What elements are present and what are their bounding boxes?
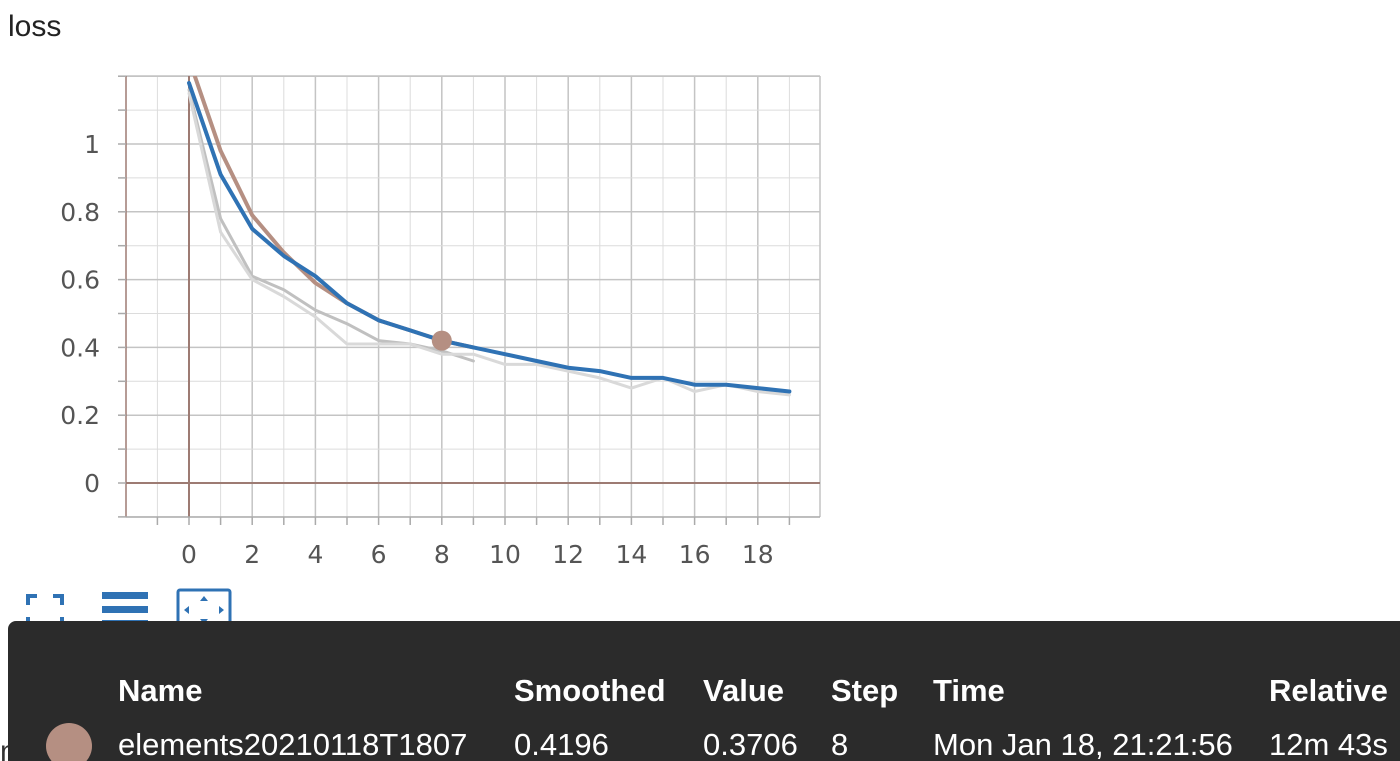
x-tick-label: 16	[679, 540, 711, 569]
series-line-1	[187, 91, 791, 397]
chart-tick-labels: 0 2 4 6 8 10 12 14 16 18 0 0.2 0.4 0.6 0.8 1	[60, 130, 773, 569]
chart-series	[187, 76, 792, 397]
series-line-2	[192, 76, 476, 350]
series-line-3	[187, 81, 792, 394]
y-tick-label: 0.4	[60, 333, 100, 362]
x-tick-label: 0	[181, 540, 197, 569]
y-tick-label: 0.8	[60, 198, 100, 227]
smoothed-value: 0.4196	[514, 727, 609, 761]
x-tick-label: 2	[244, 540, 260, 569]
y-tick-label: 1	[84, 130, 100, 159]
run-name: elements20210118T1807	[118, 727, 468, 761]
header-step: Step	[831, 673, 899, 708]
chart-highlight	[431, 330, 452, 351]
header-time: Time	[933, 673, 1005, 708]
y-tick-label: 0	[84, 469, 100, 498]
relative-value: 12m 43s	[1269, 727, 1388, 761]
header-value: Value	[703, 673, 784, 708]
loss-chart: 0 2 4 6 8 10 12 14 16 18 0 0.2 0.4 0.6 0.8 1	[60, 75, 821, 569]
x-tick-label: 12	[552, 540, 584, 569]
hover-point	[431, 330, 452, 351]
header-relative: Relative	[1269, 673, 1388, 708]
chart-tooltip: Name Smoothed Value Step Time Relative e…	[8, 621, 1400, 761]
x-tick-label: 8	[434, 540, 450, 569]
step-value: 8	[831, 727, 849, 761]
x-tick-label: 18	[742, 540, 774, 569]
x-tick-label: 10	[489, 540, 521, 569]
y-tick-label: 0.2	[60, 401, 100, 430]
run-color-swatch	[46, 723, 92, 761]
chart-grid	[126, 75, 821, 518]
header-smoothed: Smoothed	[514, 673, 666, 708]
x-tick-label: 6	[371, 540, 387, 569]
x-tick-label: 14	[615, 540, 647, 569]
y-tick-label: 0.6	[60, 266, 100, 295]
chart-axes	[118, 75, 820, 525]
chart-title: loss	[8, 10, 62, 43]
x-tick-label: 4	[307, 540, 323, 569]
series-line-0	[187, 88, 475, 363]
header-name: Name	[118, 673, 203, 708]
raw-value: 0.3706	[703, 727, 798, 761]
time-value: Mon Jan 18, 21:21:56	[933, 727, 1233, 761]
